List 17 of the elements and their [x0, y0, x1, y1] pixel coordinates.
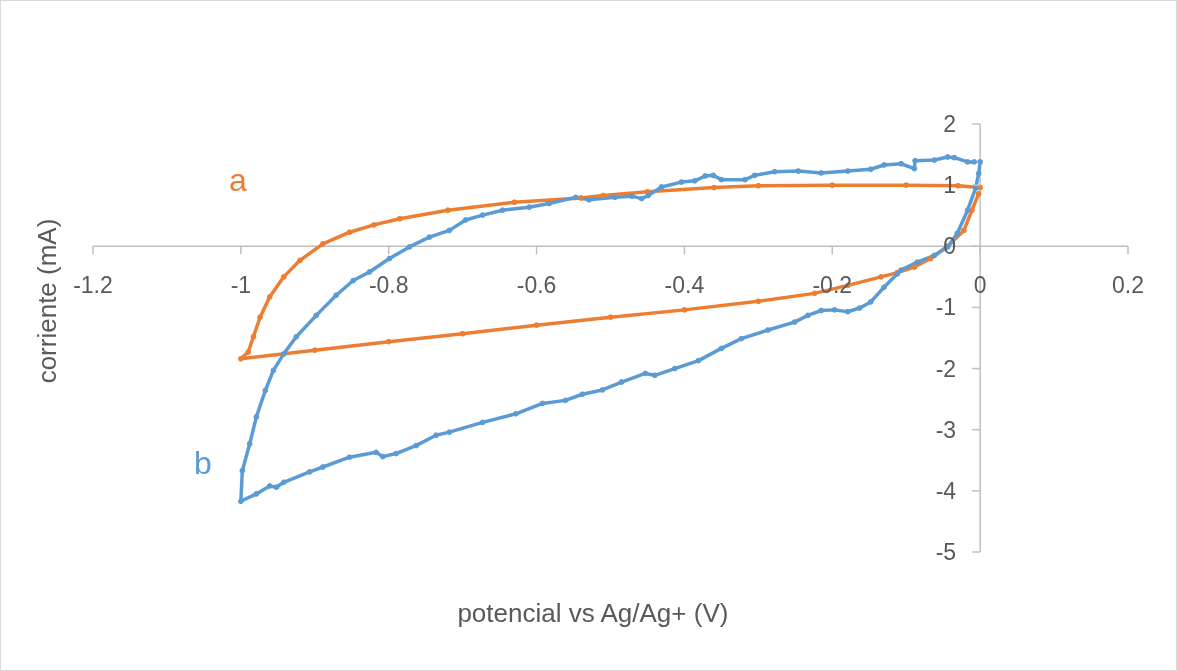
y-tick-label: -1 — [935, 294, 957, 321]
y-tick-label: -3 — [935, 416, 957, 443]
x-tick-label: -0.6 — [516, 272, 557, 299]
y-axis-title: corriente (mA) — [32, 218, 62, 384]
y-tick-label: -4 — [935, 477, 957, 504]
series-label: b — [194, 445, 212, 481]
y-tick-label: -5 — [935, 539, 957, 565]
x-tick-label: 0 — [973, 272, 987, 299]
x-tick-label: -0.8 — [368, 272, 409, 299]
y-tick-label: -2 — [935, 355, 957, 382]
x-axis-title: potencial vs Ag/Ag+ (V) — [457, 598, 729, 628]
x-tick-label: -1 — [230, 272, 252, 299]
y-tick-label: 2 — [943, 111, 957, 137]
x-tick-label: -0.4 — [664, 272, 705, 299]
x-tick-label: -1.2 — [73, 272, 113, 299]
x-tick-label: 0.2 — [1112, 272, 1144, 299]
text: a — [229, 162, 248, 198]
